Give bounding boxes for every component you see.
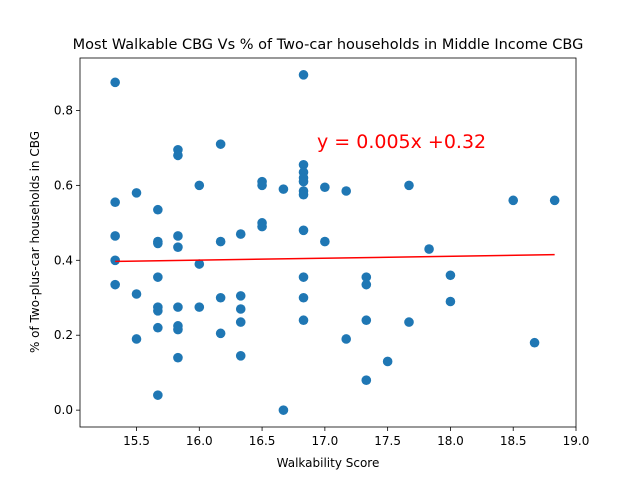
data-point	[361, 315, 372, 326]
x-tick-label: 17.5	[374, 434, 401, 448]
data-point	[529, 337, 540, 348]
data-point	[320, 236, 330, 247]
data-point	[194, 302, 205, 312]
data-point	[131, 334, 142, 344]
data-point	[549, 195, 560, 206]
data-point	[298, 315, 309, 326]
y-axis-label: % of Two-plus-car households in CBG	[28, 131, 42, 353]
y-tick-label: 0.6	[54, 178, 73, 192]
data-point	[298, 189, 309, 200]
y-tick-label: 0.8	[54, 103, 73, 117]
data-point	[404, 317, 414, 327]
data-point	[131, 188, 142, 198]
data-point	[153, 204, 163, 215]
data-point	[298, 292, 309, 303]
data-point	[153, 272, 163, 282]
data-point	[341, 334, 352, 344]
x-tick-label: 18.0	[437, 434, 464, 448]
data-point	[235, 351, 246, 361]
plot-frame	[79, 57, 577, 428]
data-point	[445, 296, 456, 307]
data-point	[298, 70, 309, 80]
x-axis-label: Walkability Score	[277, 456, 380, 470]
data-point	[278, 184, 289, 194]
data-point	[153, 322, 163, 333]
x-tick-label: 16.0	[186, 434, 213, 448]
data-point	[361, 272, 372, 282]
data-point	[235, 291, 246, 301]
data-point	[341, 186, 352, 196]
data-point	[173, 231, 183, 241]
x-tick-label: 17.0	[312, 434, 339, 448]
x-tick-label: 19.0	[563, 434, 590, 448]
data-point	[382, 356, 393, 367]
data-point	[235, 317, 246, 327]
data-point	[215, 236, 226, 247]
data-point	[361, 375, 372, 385]
chart-title: Most Walkable CBG Vs % of Two-car househ…	[73, 37, 584, 53]
data-point	[110, 77, 120, 88]
data-point	[173, 242, 183, 252]
data-point	[235, 304, 246, 314]
data-point	[424, 244, 434, 254]
data-point	[110, 231, 120, 241]
data-point	[404, 180, 414, 191]
data-point	[298, 176, 309, 187]
regression-equation: y = 0.005x +0.32	[317, 131, 486, 153]
data-point	[110, 255, 120, 266]
data-point	[194, 259, 205, 269]
data-point	[257, 180, 267, 191]
data-point	[110, 197, 120, 208]
data-point	[320, 182, 330, 193]
data-point	[153, 390, 163, 400]
data-points	[110, 70, 560, 415]
data-point	[235, 229, 246, 239]
data-point	[445, 270, 456, 281]
data-point	[194, 180, 205, 191]
regression-line	[115, 253, 555, 263]
data-point	[153, 306, 163, 316]
data-point	[298, 225, 309, 236]
data-point	[257, 221, 267, 232]
data-point	[298, 159, 309, 170]
data-point	[173, 302, 183, 312]
data-point	[153, 238, 163, 249]
data-point	[298, 272, 309, 282]
data-point	[110, 279, 120, 290]
data-point	[215, 292, 226, 303]
data-point	[173, 324, 183, 335]
y-tick-label: 0.4	[54, 253, 73, 267]
data-point	[215, 328, 226, 339]
data-point	[131, 289, 142, 299]
data-point	[173, 352, 183, 363]
data-point	[173, 150, 183, 161]
data-point	[278, 405, 289, 415]
x-tick-label: 16.5	[249, 434, 276, 448]
x-tick-label: 18.5	[500, 434, 527, 448]
y-tick-label: 0.2	[54, 328, 73, 342]
y-tick-label: 0.0	[54, 403, 73, 417]
data-point	[361, 279, 372, 290]
data-point	[215, 139, 226, 149]
axis-ticks: 15.5 16.0 16.5 17.0 17.5 18.0 18.5 19.0 0.0 0.2 0.…	[54, 103, 589, 448]
data-point	[508, 195, 519, 206]
x-tick-label: 15.5	[123, 434, 150, 448]
